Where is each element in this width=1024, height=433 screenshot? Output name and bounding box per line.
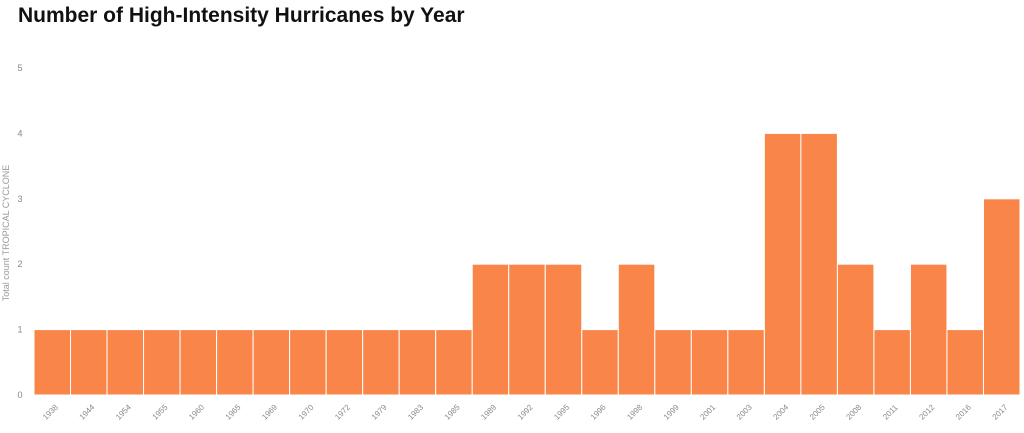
bar-1992 xyxy=(508,263,546,396)
bar-2001 xyxy=(690,329,729,396)
x-tick-label: 2004 xyxy=(771,402,790,421)
x-tick-label: 2008 xyxy=(844,402,863,421)
y-tick-label: 1 xyxy=(17,325,22,335)
x-tick-label: 1965 xyxy=(224,402,243,421)
y-tick-label: 3 xyxy=(17,194,22,204)
chart-title: Number of High-Intensity Hurricanes by Y… xyxy=(18,4,465,27)
x-tick-label: 2005 xyxy=(808,402,827,421)
x-tick-label: 2012 xyxy=(917,402,936,421)
x-tick-label: 2011 xyxy=(881,403,900,422)
y-tick-label: 4 xyxy=(17,128,22,138)
bar-2008 xyxy=(836,263,875,396)
bar-2003 xyxy=(727,329,765,396)
y-tick-label: 2 xyxy=(17,259,22,269)
bar-2012 xyxy=(909,263,948,396)
bar-1983 xyxy=(398,329,437,396)
bar-1995 xyxy=(544,263,583,396)
bar-1965 xyxy=(216,329,254,396)
x-tick-label: 1944 xyxy=(78,402,97,421)
x-tick-label: 1998 xyxy=(625,402,644,421)
x-tick-label: 2003 xyxy=(735,402,754,421)
x-tick-label: 1983 xyxy=(406,402,425,421)
y-tick-label: 0 xyxy=(17,390,22,400)
bar-1969 xyxy=(252,329,291,396)
y-tick-label: 5 xyxy=(17,63,22,73)
bar-1954 xyxy=(106,329,145,396)
bar-2004 xyxy=(763,132,802,396)
bar-2016 xyxy=(946,329,984,396)
x-tick-label: 2017 xyxy=(990,402,1009,421)
bar-1996 xyxy=(581,329,619,396)
x-tick-label: 1969 xyxy=(260,402,279,421)
x-tick-label: 1999 xyxy=(662,402,681,421)
x-tick-label: 1955 xyxy=(151,402,170,421)
x-tick-label: 1989 xyxy=(479,402,498,421)
bar-1979 xyxy=(362,329,400,396)
x-tick-label: 1954 xyxy=(114,402,133,421)
x-tick-label: 1985 xyxy=(443,402,462,421)
y-axis-ticks: 0 1 2 3 4 5 xyxy=(17,63,22,400)
x-axis-ticks: 1938 1944 1954 1955 1960 1965 1969 1970 1972 1979… xyxy=(41,402,1010,421)
y-axis-label: Total count TROPICAL CYCLONE xyxy=(1,165,11,302)
bar-1989 xyxy=(471,263,510,396)
bar-1970 xyxy=(289,329,327,396)
bar-1972 xyxy=(325,329,364,396)
bars xyxy=(33,132,1021,396)
bar-2005 xyxy=(800,132,838,396)
x-tick-label: 2001 xyxy=(698,402,717,421)
x-tick-label: 1938 xyxy=(41,402,60,421)
x-tick-label: 1979 xyxy=(370,402,389,421)
bar-1938 xyxy=(33,329,72,396)
x-tick-label: 2016 xyxy=(954,402,973,421)
x-tick-label: 1992 xyxy=(516,402,535,421)
bar-2017 xyxy=(982,198,1021,396)
x-tick-label: 1960 xyxy=(187,402,206,421)
bar-1960 xyxy=(179,329,218,396)
bar-2011 xyxy=(873,329,911,396)
bar-1955 xyxy=(143,329,181,396)
bar-1998 xyxy=(617,263,656,396)
x-tick-label: 1996 xyxy=(589,402,608,421)
x-tick-label: 1970 xyxy=(297,402,316,421)
x-tick-label: 1995 xyxy=(552,402,571,421)
bar-1985 xyxy=(435,329,473,396)
bar-1944 xyxy=(70,329,108,396)
x-tick-label: 1972 xyxy=(333,402,352,421)
bar-1999 xyxy=(654,329,692,396)
